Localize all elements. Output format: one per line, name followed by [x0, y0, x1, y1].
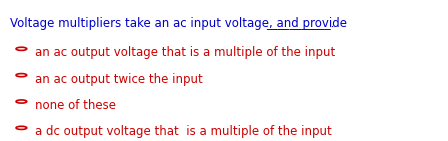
- Text: none of these: none of these: [35, 99, 116, 112]
- Text: an ac output twice the input: an ac output twice the input: [35, 72, 202, 86]
- Text: Voltage multipliers take an ac input voltage, and provide: Voltage multipliers take an ac input vol…: [10, 17, 351, 30]
- Text: an ac output voltage that is a multiple of the input: an ac output voltage that is a multiple …: [35, 46, 335, 59]
- Text: ___________.: ___________.: [266, 17, 334, 30]
- Text: a dc output voltage that  is a multiple of the input: a dc output voltage that is a multiple o…: [35, 125, 332, 138]
